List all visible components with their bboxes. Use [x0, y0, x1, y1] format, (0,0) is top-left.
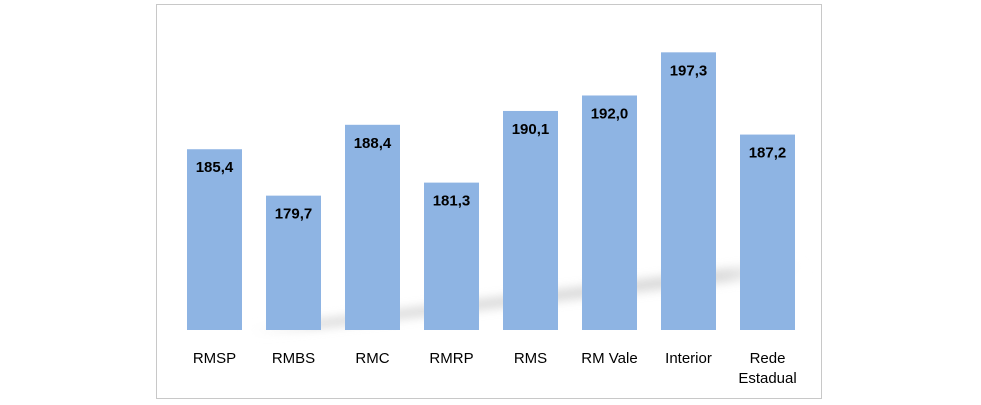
- value-label-rms: 190,1: [512, 121, 550, 138]
- category-label-rms: RMS: [514, 350, 547, 367]
- value-label-rm-vale: 192,0: [591, 105, 629, 122]
- category-label-line: RMSP: [193, 350, 236, 367]
- bar-rmsp: [187, 149, 242, 330]
- category-label-rm-vale: RM Vale: [581, 350, 637, 367]
- category-label-rmc: RMC: [355, 350, 389, 367]
- bar-rmbs: [266, 195, 321, 330]
- bars: [187, 52, 795, 330]
- category-label-line: RMBS: [272, 350, 315, 367]
- bar-rmrp: [424, 182, 479, 330]
- value-label-rmrp: 181,3: [433, 193, 471, 210]
- bar-interior: [661, 52, 716, 330]
- bar-rms: [503, 110, 558, 330]
- bar-rmc: [345, 124, 400, 330]
- value-label-rede-estadual: 187,2: [749, 145, 787, 162]
- category-label-rmrp: RMRP: [429, 350, 473, 367]
- category-label-interior: Interior: [665, 350, 712, 367]
- value-label-interior: 197,3: [670, 62, 708, 79]
- category-label-line: RMC: [355, 350, 389, 367]
- value-labels: 185,4 179,7 188,4 181,3 190,1 192,0 197,3 187,2: [196, 62, 787, 222]
- value-label-rmbs: 179,7: [275, 206, 313, 223]
- value-label-rmsp: 185,4: [196, 159, 234, 176]
- category-label-rede-estadual: Rede Estadual: [738, 350, 796, 387]
- bar-rm-vale: [582, 95, 637, 330]
- category-label-line: RM Vale: [581, 350, 637, 367]
- bar-chart: 185,4 179,7 188,4 181,3 190,1 192,0 197,3 187,2…: [187, 52, 812, 387]
- chart-frame: 185,4 179,7 188,4 181,3 190,1 192,0 197,3 187,2…: [156, 4, 822, 399]
- bar-rede-estadual: [740, 134, 795, 330]
- category-label-line: RMS: [514, 350, 547, 367]
- category-label-line: Rede: [750, 350, 786, 367]
- category-label-line: Interior: [665, 350, 712, 367]
- category-label-line: RMRP: [429, 350, 473, 367]
- value-label-rmc: 188,4: [354, 135, 392, 152]
- category-label-line: Estadual: [738, 370, 796, 387]
- category-label-rmbs: RMBS: [272, 350, 315, 367]
- category-label-rmsp: RMSP: [193, 350, 236, 367]
- category-labels: RMSP RMBS RMC RMRP RMS RM Vale Interior Rede Est…: [193, 350, 797, 387]
